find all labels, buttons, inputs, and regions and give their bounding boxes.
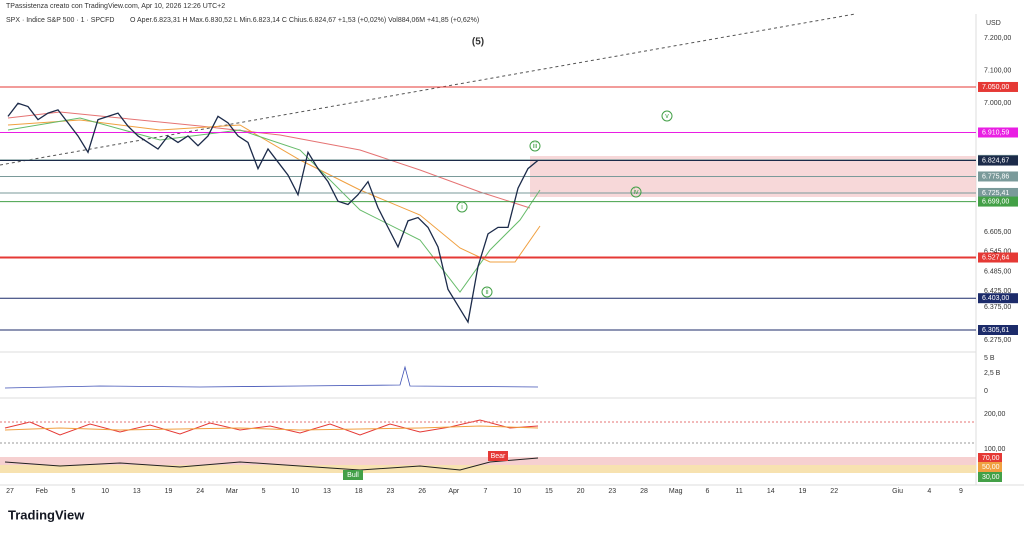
osc-tag (978, 453, 1002, 463)
x-tick-label: 11 (735, 488, 742, 495)
level-label: 6.910,59 (982, 129, 1009, 136)
y-tick-label: 6.605,00 (984, 229, 1011, 236)
footer-brand: TradingView (8, 507, 85, 522)
x-tick-label: 7 (484, 488, 488, 495)
osc-tag-label: Bear (491, 453, 506, 460)
level-label: 6.699,00 (982, 198, 1009, 205)
wave-circle (630, 186, 642, 198)
x-tick-label: 20 (577, 488, 585, 495)
x-tick-label: 19 (165, 488, 173, 495)
ohlc: O Aper.6.823,31 H Max.6.830,52 L Min.6.8… (130, 17, 479, 24)
y-tick-label: 6.375,00 (984, 304, 1011, 311)
x-tick-label: Feb (36, 488, 48, 495)
x-tick-label: 6 (705, 488, 709, 495)
x-tick-label: Mag (669, 488, 683, 495)
wave-circle (661, 110, 673, 122)
volume-axis-label: 0 (984, 388, 988, 395)
y-tick-label: 7.200,00 (984, 35, 1011, 42)
wave-label: iv (633, 189, 639, 196)
wave-label: v (665, 113, 669, 120)
level-label: 6.403,00 (982, 295, 1009, 302)
rsi-average (4, 425, 539, 431)
level-tag (978, 81, 1018, 92)
wave-label: iii (533, 143, 538, 150)
osc-tag (978, 472, 1002, 482)
level-tag (978, 171, 1018, 182)
osc-band (0, 465, 976, 473)
x-tick-label: 13 (323, 488, 331, 495)
x-tick-label: 5 (262, 488, 266, 495)
x-tick-label: 27 (6, 488, 14, 495)
y-tick-label: 6.425,00 (984, 288, 1011, 295)
level-tag (978, 293, 1018, 304)
wave-label: i (461, 204, 463, 211)
x-tick-label: 13 (133, 488, 141, 495)
x-tick-label: 9 (959, 488, 963, 495)
moving-average (7, 119, 541, 263)
level-label: 6.527,64 (982, 254, 1009, 261)
x-tick-label: Giu (892, 488, 903, 495)
x-tick-label: 5 (71, 488, 75, 495)
x-tick-label: 4 (927, 488, 931, 495)
x-tick-label: 10 (101, 488, 109, 495)
level-label: 6.824,67 (982, 157, 1009, 164)
level-label: 6.725,41 (982, 190, 1009, 197)
volume-axis-label: 5 B (984, 355, 995, 362)
trendline (0, 13, 856, 166)
x-tick-label: 10 (513, 488, 521, 495)
wave-circle (529, 140, 541, 152)
osc-tag (488, 451, 508, 461)
osc-axis-label: 30,00 (982, 474, 1000, 481)
x-tick-label: 22 (830, 488, 838, 495)
level-tag (978, 187, 1018, 198)
x-tick-label: 15 (545, 488, 553, 495)
x-tick-label: 28 (640, 488, 648, 495)
osc-tag (978, 462, 1002, 472)
volume-axis-label: 2,5 B (984, 370, 1001, 377)
symbol: SPX · Indice S&P 500 · 1 · SPCFD (6, 17, 114, 24)
x-tick-label: Apr (448, 488, 460, 495)
osc-tag (343, 470, 363, 480)
osc-line (4, 457, 539, 471)
level-label: 6.305,61 (982, 327, 1009, 334)
volume-line (4, 365, 539, 389)
y-tick-label: 6.485,00 (984, 268, 1011, 275)
x-tick-label: 23 (387, 488, 395, 495)
currency: USD (986, 20, 1001, 27)
x-tick-label: 24 (196, 488, 204, 495)
osc-tag-label: Bull (347, 472, 359, 479)
x-tick-label: 23 (608, 488, 616, 495)
y-tick-label: 7.000,00 (984, 100, 1011, 107)
level-tag (978, 252, 1018, 263)
x-tick-label: 26 (418, 488, 426, 495)
moving-average (7, 111, 531, 209)
price-line (7, 102, 539, 324)
level-label: 6.775,86 (982, 173, 1009, 180)
wave-circle (481, 286, 493, 298)
x-tick-label: 14 (767, 488, 775, 495)
osc-axis-label: 70,00 (982, 455, 1000, 462)
y-tick-label: 6.275,00 (984, 337, 1011, 344)
x-tick-label: Mar (226, 488, 239, 495)
y-tick-label: 6.545,00 (984, 249, 1011, 256)
wave-label: (5) (472, 37, 484, 48)
rsi-axis-label: 200,00 (984, 411, 1006, 418)
level-tag (978, 127, 1018, 138)
x-tick-label: 18 (355, 488, 363, 495)
osc-axis-label: 50,00 (982, 464, 1000, 471)
x-tick-label: 19 (799, 488, 807, 495)
x-tick-label: 10 (291, 488, 299, 495)
y-tick-label: 7.100,00 (984, 67, 1011, 74)
wave-circle (456, 201, 468, 213)
level-tag (978, 325, 1018, 336)
level-tag (978, 155, 1018, 166)
credit: TPassistenza creato con TradingView.com,… (6, 3, 225, 10)
level-label: 7.050,00 (982, 84, 1009, 91)
wave-label: ii (485, 289, 489, 296)
rsi-axis-label: 100,00 (984, 446, 1006, 453)
level-tag (978, 196, 1018, 207)
